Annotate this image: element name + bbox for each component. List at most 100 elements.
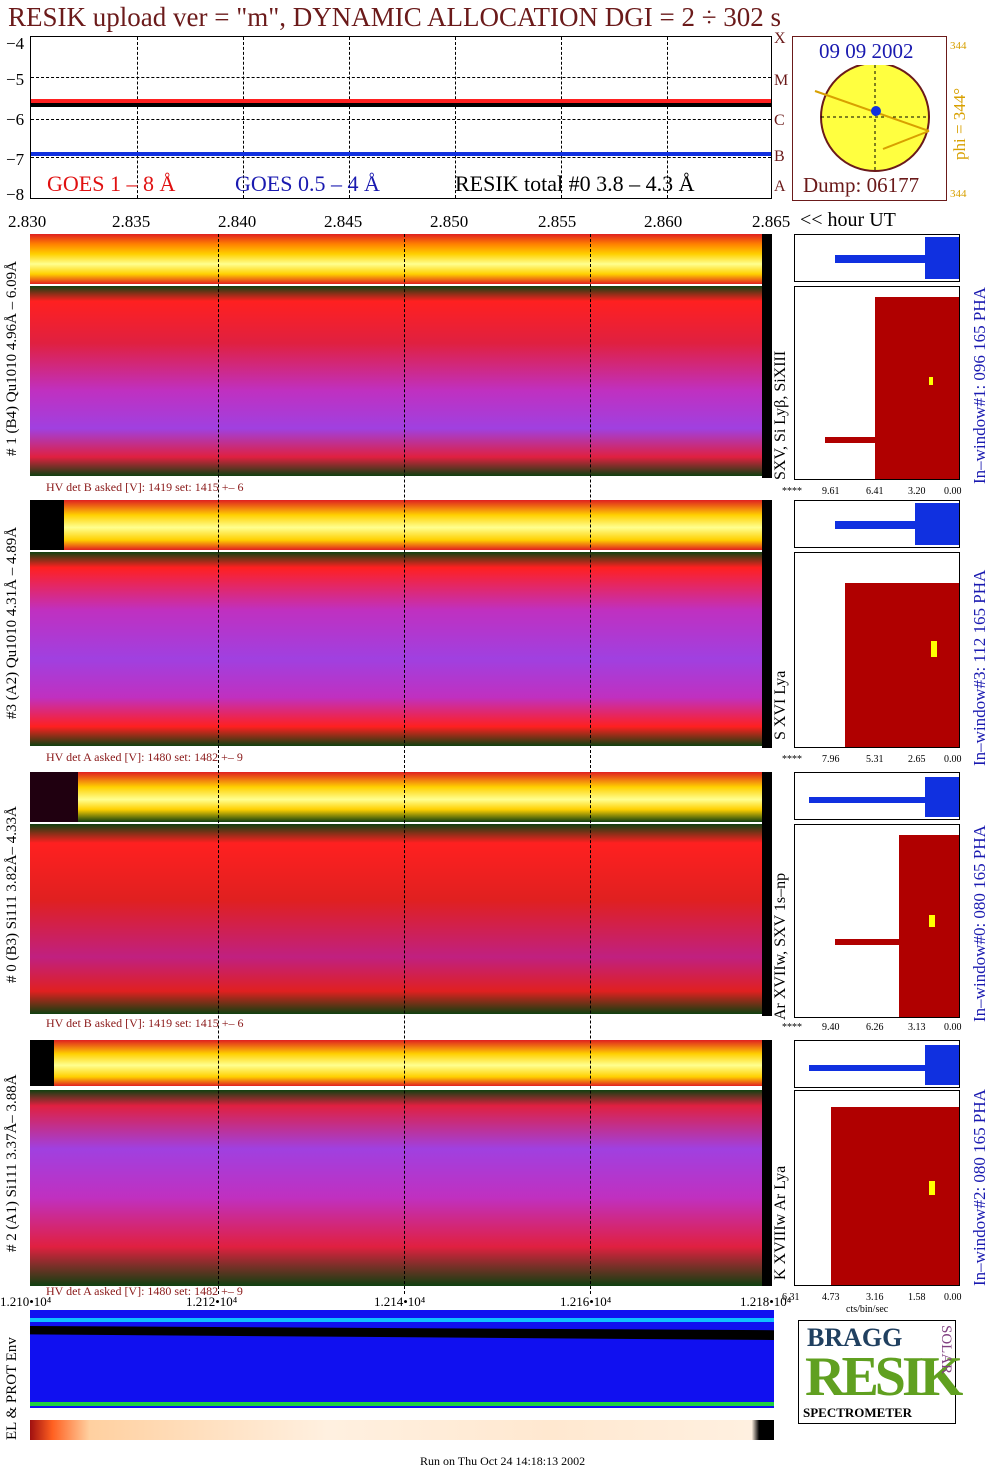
window-label: In–window#2: 080 165 PHA [970, 1089, 989, 1286]
bottom-tick: 1.214•10⁴ [374, 1294, 426, 1309]
pha-tick: 4.73 [822, 1292, 840, 1303]
pha-tick: 7.96 [822, 754, 840, 765]
goes-long-curve [31, 99, 771, 104]
phi-small-top: 344 [950, 40, 967, 52]
spectrogram-top-0 [30, 772, 772, 822]
goes-ytick: −5 [6, 70, 25, 89]
spectrogram-top-2 [30, 1040, 772, 1086]
time-tick: 2.845 [324, 212, 363, 231]
time-tick: 2.850 [430, 212, 469, 231]
time-axis-unit: << hour UT [800, 209, 896, 231]
resik-logo: BRAGG RESIK SOLAR SPECTROMETER [798, 1320, 963, 1424]
pha-tick: 0.00 [944, 486, 962, 497]
sun-disk-icon [814, 65, 930, 173]
phi-small-bottom: 344 [950, 188, 967, 200]
bottom-tick: 1.218•10⁴ [740, 1294, 792, 1309]
pha-tick: 6.31 [782, 1292, 800, 1303]
detector-label: # 0 (B3) Si111 3.82Å– 4.33Å [4, 806, 20, 984]
pha-tick: **** [782, 1022, 802, 1033]
resik-total-curve [31, 103, 771, 107]
hv-readout: HV det A asked [V]: 1480 set: 1482 +– 9 [46, 750, 243, 764]
logo-spectrometer: SPECTROMETER [803, 1405, 913, 1420]
legend-goes-short: GOES 0.5 – 4 Å [235, 171, 380, 196]
window-label: In–window#3: 112 165 PHA [970, 569, 989, 766]
time-tick: 2.855 [538, 212, 577, 231]
spectrogram-top-1 [30, 234, 772, 284]
phi-label: phi = 344° [950, 87, 969, 160]
goes-ytick: −7 [6, 150, 25, 169]
pha-tick: 6.26 [866, 1022, 884, 1033]
goes-ytick: −8 [6, 185, 25, 204]
pha-tick: 9.40 [822, 1022, 840, 1033]
pha-tick: 3.20 [908, 486, 926, 497]
class-letter: C [774, 112, 785, 129]
line-label: SXV, Si Lyβ, SiXIII [772, 350, 789, 480]
line-label: S XVI Lya [772, 670, 789, 740]
goes-ytick: −6 [6, 110, 25, 129]
pha-tick: 0.00 [944, 1022, 962, 1033]
pha-histogram-1 [794, 286, 960, 480]
sun-position-panel: 09 09 2002 Dump: 06177 [792, 36, 947, 201]
logo-letters: RESIK [805, 1346, 963, 1408]
pha-top-2 [794, 1040, 960, 1088]
pha-tick: 5.31 [866, 754, 884, 765]
pha-tick: 3.13 [908, 1022, 926, 1033]
bottom-tick: 1.216•10⁴ [560, 1294, 612, 1309]
flare-class-scale: X M C B A [774, 30, 792, 200]
pha-tick: 6.41 [866, 486, 884, 497]
class-letter: A [774, 178, 786, 195]
time-tick: 2.835 [112, 212, 151, 231]
observation-date: 09 09 2002 [819, 39, 914, 63]
pha-unit: cts/bin/sec [846, 1304, 889, 1315]
hv-readout: HV det B asked [V]: 1419 set: 1415 +– 6 [46, 1016, 244, 1030]
spectrogram-main-2 [30, 1090, 772, 1286]
page-title: RESIK upload ver = "m", DYNAMIC ALLOCATI… [8, 2, 782, 32]
class-letter: M [774, 72, 789, 89]
pha-tick: 1.58 [908, 1292, 926, 1303]
line-label: Ar XVIIw, SXV 1s–np [772, 872, 789, 1020]
logo-bragg: BRAGG [807, 1323, 903, 1352]
pha-histogram-0 [794, 824, 960, 1018]
env-panel [30, 1310, 774, 1408]
window-label: In–window#0: 080 165 PHA [970, 825, 989, 1022]
dump-number: Dump: 06177 [803, 173, 920, 197]
legend-goes-long: GOES 1 – 8 Å [47, 171, 176, 196]
env-strip [30, 1420, 774, 1440]
pha-top-3 [794, 500, 960, 548]
goes-ytick: −4 [6, 34, 25, 53]
class-letter: B [774, 148, 785, 165]
pha-tick: **** [782, 486, 802, 497]
bottom-tick: 1.212•10⁴ [186, 1294, 238, 1309]
pha-tick: 0.00 [944, 1292, 962, 1303]
hv-readout: HV det B asked [V]: 1419 set: 1415 +– 6 [46, 480, 244, 494]
goes-short-curve [31, 152, 771, 156]
window-label: In–window#1: 096 165 PHA [970, 287, 989, 484]
spectrogram-top-3 [30, 500, 772, 550]
time-tick: 2.830 [8, 212, 47, 231]
goes-plot: GOES 1 – 8 Å GOES 0.5 – 4 Å RESIK total … [30, 36, 772, 199]
pha-top-1 [794, 234, 960, 282]
line-label: K XVIIIw Ar Lya [772, 1165, 789, 1280]
spectrogram-main-1 [30, 286, 772, 476]
class-letter: X [774, 30, 786, 47]
spectrogram-main-3 [30, 552, 772, 746]
hv-readout: HV det A asked [V]: 1480 set: 1482 +– 9 [46, 1284, 243, 1298]
pha-tick: **** [782, 754, 802, 765]
spectrogram-main-0 [30, 824, 772, 1014]
pha-histogram-2 [794, 1090, 960, 1286]
pha-tick: 2.65 [908, 754, 926, 765]
pha-top-0 [794, 772, 960, 820]
logo-solar: SOLAR [938, 1325, 954, 1375]
time-tick: 2.865 [752, 212, 791, 231]
time-tick: 2.840 [218, 212, 257, 231]
time-tick: 2.860 [644, 212, 683, 231]
env-label: EL & PROT Env [4, 1337, 20, 1440]
pha-tick: 0.00 [944, 754, 962, 765]
legend-resik: RESIK total #0 3.8 – 4.3 Å [455, 171, 695, 196]
run-timestamp: Run on Thu Oct 24 14:18:13 2002 [420, 1454, 586, 1468]
bottom-tick: 1.210•10⁴ [0, 1294, 52, 1309]
pha-tick: 3.16 [866, 1292, 884, 1303]
detector-label: # 2 (A1) Si111 3.37Å– 3.88Å [4, 1074, 20, 1252]
pha-histogram-3 [794, 552, 960, 748]
pha-tick: 9.61 [822, 486, 840, 497]
